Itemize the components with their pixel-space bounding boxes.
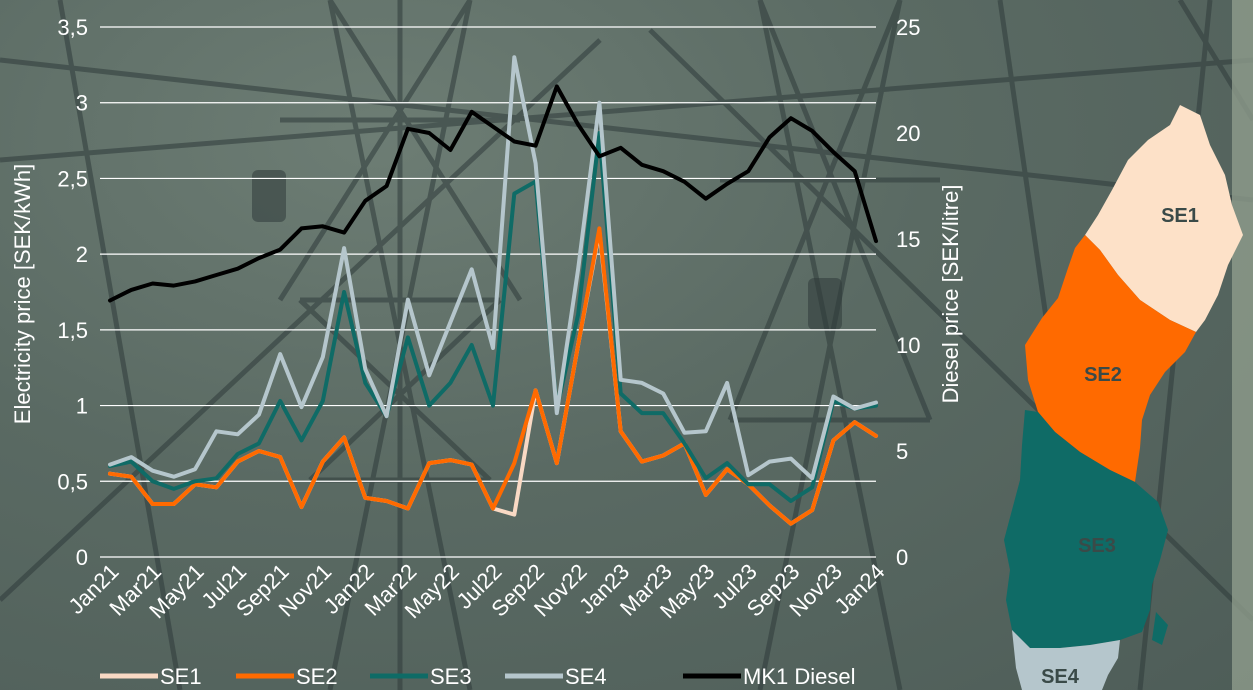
legend-label: SE4 xyxy=(565,664,607,689)
y-tick-label: 3,5 xyxy=(57,15,88,40)
y-tick-label: 1,5 xyxy=(57,318,88,343)
series-lines xyxy=(108,55,878,526)
y-tick-label: 0 xyxy=(76,545,88,570)
region-se2 xyxy=(1025,235,1196,482)
y2-tick-label: 25 xyxy=(896,15,920,40)
y-tick-label: 1 xyxy=(76,394,88,419)
island-gotland xyxy=(1152,612,1168,645)
y2-tick-label: 5 xyxy=(896,439,908,464)
y2-axis-title: Diesel price [SEK/litre] xyxy=(938,185,963,404)
legend-label: SE1 xyxy=(160,664,202,689)
left-axis-ticks: 0 0,5 1 1,5 2 2,5 3 3,5 xyxy=(57,15,88,570)
region-se4 xyxy=(1012,630,1120,690)
legend-label: SE3 xyxy=(430,664,472,689)
series-line-se3 xyxy=(108,131,878,503)
y-tick-label: 2 xyxy=(76,242,88,267)
y-tick-label: 0,5 xyxy=(57,469,88,494)
region-se1 xyxy=(1085,105,1243,332)
y-tick-label: 3 xyxy=(76,91,88,116)
y2-tick-label: 15 xyxy=(896,227,920,252)
region-label-se3: SE3 xyxy=(1078,535,1116,557)
region-se3 xyxy=(1004,410,1168,648)
right-axis-ticks: 0 5 10 15 20 25 xyxy=(896,15,920,570)
y-axis-title: Electricity price [SEK/kWh] xyxy=(10,164,35,424)
y2-tick-label: 20 xyxy=(896,121,920,146)
series-line-mk1-diesel xyxy=(108,84,878,303)
legend: SE1 SE2 SE3 SE4 MK1 Diesel xyxy=(100,664,855,689)
series-line-se4 xyxy=(108,55,878,481)
region-label-se4: SE4 xyxy=(1041,666,1080,688)
region-label-se2: SE2 xyxy=(1084,364,1122,386)
region-label-se1: SE1 xyxy=(1161,205,1199,227)
y-tick-label: 2,5 xyxy=(57,166,88,191)
legend-label: SE2 xyxy=(296,664,338,689)
legend-label: MK1 Diesel xyxy=(743,664,855,689)
y2-tick-label: 0 xyxy=(896,545,908,570)
y2-tick-label: 10 xyxy=(896,333,920,358)
